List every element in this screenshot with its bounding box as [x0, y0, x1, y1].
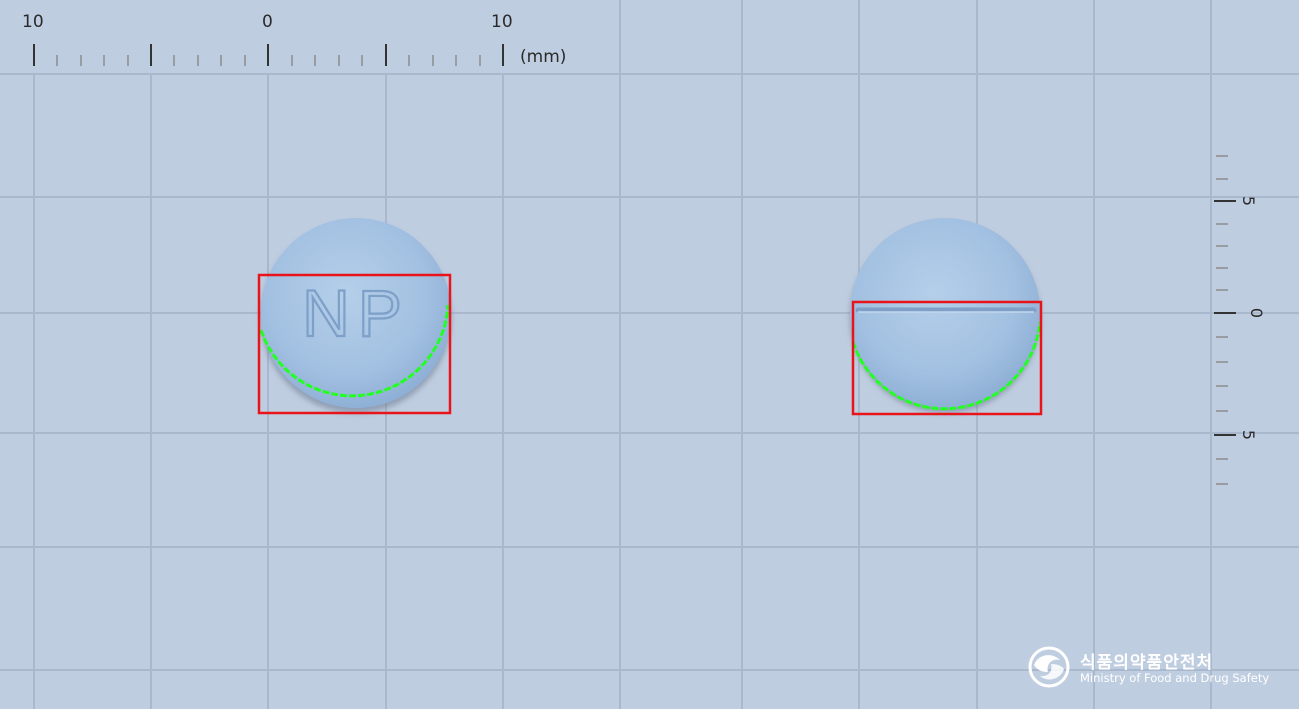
top-ruler-label-zero: 0	[262, 12, 273, 32]
ministry-logo: 식품의약품안전처 Ministry of Food and Drug Safet…	[1028, 646, 1278, 690]
detection-box-front	[257, 273, 452, 415]
ruler-unit-label: (mm)	[520, 47, 567, 67]
tablet-imprint: NP	[302, 276, 410, 350]
ministry-name-english: Ministry of Food and Drug Safety	[1080, 671, 1270, 685]
ministry-name-korean: 식품의약품안전처	[1080, 653, 1214, 673]
top-ruler	[33, 44, 504, 66]
side-ruler-label-zero: 0	[1247, 307, 1267, 319]
tablet-back	[850, 218, 1043, 416]
top-ruler-label-right: 10	[491, 12, 513, 32]
top-ruler-label-left: 10	[22, 12, 44, 32]
side-ruler	[1214, 155, 1236, 485]
side-ruler-label-bottom: 5	[1239, 429, 1259, 441]
side-ruler-label-top: 5	[1239, 195, 1259, 207]
ministry-emblem-icon	[1028, 646, 1070, 688]
detection-box-back	[851, 300, 1043, 416]
tablet-front: NP	[257, 218, 452, 415]
